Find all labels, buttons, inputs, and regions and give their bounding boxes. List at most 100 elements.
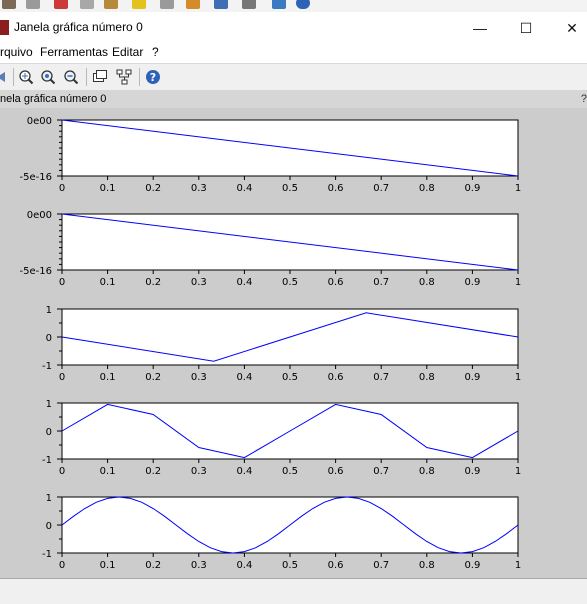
y-tick-label: -1: [42, 361, 52, 372]
x-tick-label: 0: [59, 372, 65, 383]
graphic-header: nela gráfica número 0 ?: [0, 90, 587, 108]
x-tick-label: 0.9: [464, 183, 480, 194]
x-tick-label: 0.3: [191, 372, 207, 383]
toolbar-separator: [86, 68, 87, 86]
subplots: 0 0.1 0.2 0.3 0.4 0.5 0.6 0.7 0.8 0.9 1 -5e-16 0e00 0…: [20, 116, 522, 571]
cut-icon: [54, 0, 68, 9]
folder-icon: [186, 0, 200, 9]
paste-icon: [104, 0, 118, 9]
x-tick-label: 0.9: [464, 277, 480, 288]
console-icon: [160, 0, 174, 9]
x-tick-label: 0.5: [282, 466, 298, 477]
x-tick-label: 0.7: [373, 277, 389, 288]
x-tick-label: 0.6: [328, 560, 344, 571]
menu-tools[interactable]: Ferramentas: [40, 45, 109, 59]
rotate-icon[interactable]: [0, 69, 10, 85]
x-tick-label: 1: [515, 277, 521, 288]
plot-canvas[interactable]: 0 0.1 0.2 0.3 0.4 0.5 0.6 0.7 0.8 0.9 1 -5e-16 0e00 0…: [0, 108, 587, 578]
bulb-icon: [132, 0, 146, 9]
x-tick-label: 0.4: [236, 277, 252, 288]
x-tick-label: 0.5: [282, 183, 298, 194]
x-tick-label: 0.1: [100, 560, 116, 571]
x-tick-label: 0.4: [236, 560, 252, 571]
help-icon[interactable]: ?: [145, 69, 161, 85]
y-tick-label: -1: [42, 455, 52, 466]
subplot-4-series-line: [61, 403, 519, 459]
zoom-out-icon[interactable]: [63, 69, 79, 85]
subplot-3-series-line: [61, 312, 519, 362]
x-tick-label: 0.3: [191, 466, 207, 477]
y-tick-label: 1: [46, 493, 52, 504]
subplot-2-series-line: [61, 213, 519, 271]
x-tick-label: 0.8: [419, 183, 435, 194]
x-tick-label: 0.8: [419, 560, 435, 571]
gear-icon: [272, 0, 286, 9]
status-bar: [0, 578, 587, 604]
graphic-help-glyph[interactable]: ?: [580, 93, 587, 105]
y-tick-label: -5e-16: [20, 172, 52, 183]
y-tick-label: 0: [46, 521, 52, 532]
x-tick-label: 0.8: [419, 372, 435, 383]
x-tick-label: 0.1: [100, 183, 116, 194]
x-tick-label: 0.8: [419, 277, 435, 288]
x-tick-label: 0.2: [145, 372, 161, 383]
x-tick-label: 0.9: [464, 372, 480, 383]
x-tick-label: 0.6: [328, 466, 344, 477]
y-tick-label: 0e00: [27, 116, 52, 127]
x-tick-label: 0.3: [191, 560, 207, 571]
x-tick-label: 0.4: [236, 466, 252, 477]
maximize-button[interactable]: ☐: [519, 19, 533, 36]
x-tick-label: 1: [515, 466, 521, 477]
x-tick-label: 0.2: [145, 560, 161, 571]
zoom-in-icon[interactable]: [40, 69, 56, 85]
close-button[interactable]: ✕: [566, 19, 578, 36]
x-tick-label: 0.4: [236, 372, 252, 383]
x-tick-label: 0.5: [282, 277, 298, 288]
zoom-grid-icon[interactable]: [18, 69, 34, 85]
x-tick-label: 0.2: [145, 183, 161, 194]
menu-file[interactable]: rquivo: [0, 45, 33, 59]
menu-edit[interactable]: Editar: [112, 45, 144, 59]
x-tick-label: 0.8: [419, 466, 435, 477]
x-tick-label: 0.6: [328, 183, 344, 194]
subplot-1-series-line: [61, 119, 519, 177]
x-tick-label: 0.2: [145, 277, 161, 288]
x-tick-label: 0.4: [236, 183, 252, 194]
x-tick-label: 0: [59, 277, 65, 288]
x-tick-label: 0.7: [373, 372, 389, 383]
x-tick-label: 0.3: [191, 183, 207, 194]
x-tick-label: 0.6: [328, 372, 344, 383]
x-tick-label: 0: [59, 560, 65, 571]
window-title: Janela gráfica número 0: [14, 20, 143, 34]
x-tick-label: 0.7: [373, 183, 389, 194]
svg-text:?: ?: [150, 71, 156, 84]
minimize-button[interactable]: —: [473, 20, 487, 36]
x-tick-label: 1: [515, 560, 521, 571]
x-tick-label: 0.1: [100, 372, 116, 383]
window-icon: [214, 0, 228, 9]
x-tick-label: 0: [59, 183, 65, 194]
background-edit-icon: [2, 0, 16, 9]
x-tick-label: 0.1: [100, 277, 116, 288]
x-tick-label: 0.5: [282, 372, 298, 383]
x-tick-label: 0: [59, 466, 65, 477]
menu-bar: rquivo Ferramentas Editar ?: [0, 43, 587, 63]
y-tick-label: -1: [42, 549, 52, 560]
subplot-5-series-line: [61, 496, 519, 554]
y-tick-label: -5e-16: [20, 266, 52, 277]
help-icon: [296, 0, 310, 9]
background-tool-icon: [26, 0, 40, 9]
x-tick-label: 1: [515, 372, 521, 383]
x-tick-label: 0.1: [100, 466, 116, 477]
y-tick-label: 0: [46, 333, 52, 344]
x-tick-label: 0.9: [464, 560, 480, 571]
graphic-title: nela gráfica número 0: [0, 93, 107, 105]
datatip-icon[interactable]: [92, 69, 108, 85]
menu-help[interactable]: ?: [152, 45, 159, 59]
x-tick-label: 0.7: [373, 466, 389, 477]
app-icon: [0, 20, 9, 35]
tree-icon[interactable]: [116, 69, 132, 85]
toolbar-separator: [139, 68, 140, 86]
y-tick-label: 1: [46, 305, 52, 316]
title-bar: Janela gráfica número 0 — ☐ ✕: [0, 12, 587, 43]
